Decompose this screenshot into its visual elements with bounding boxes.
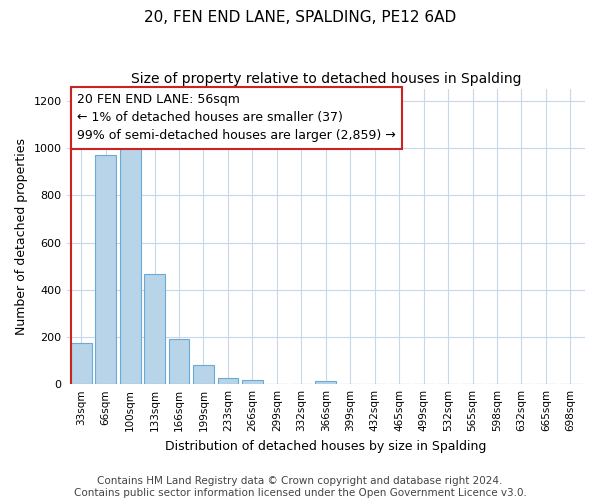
Bar [120, 148, 140, 384]
Bar [95, 155, 116, 384]
X-axis label: Distribution of detached houses by size in Spalding: Distribution of detached houses by size … [165, 440, 487, 452]
Text: 20 FEN END LANE: 56sqm
← 1% of detached houses are smaller (37)
99% of semi-deta: 20 FEN END LANE: 56sqm ← 1% of detached … [77, 94, 395, 142]
Bar [316, 382, 336, 384]
Bar [144, 274, 165, 384]
Text: 20, FEN END LANE, SPALDING, PE12 6AD: 20, FEN END LANE, SPALDING, PE12 6AD [144, 10, 456, 25]
Bar [218, 378, 238, 384]
Text: Contains HM Land Registry data © Crown copyright and database right 2024.
Contai: Contains HM Land Registry data © Crown c… [74, 476, 526, 498]
Bar [71, 343, 92, 384]
Bar [193, 366, 214, 384]
Bar [169, 340, 190, 384]
Y-axis label: Number of detached properties: Number of detached properties [15, 138, 28, 335]
Title: Size of property relative to detached houses in Spalding: Size of property relative to detached ho… [131, 72, 521, 86]
Bar [242, 380, 263, 384]
